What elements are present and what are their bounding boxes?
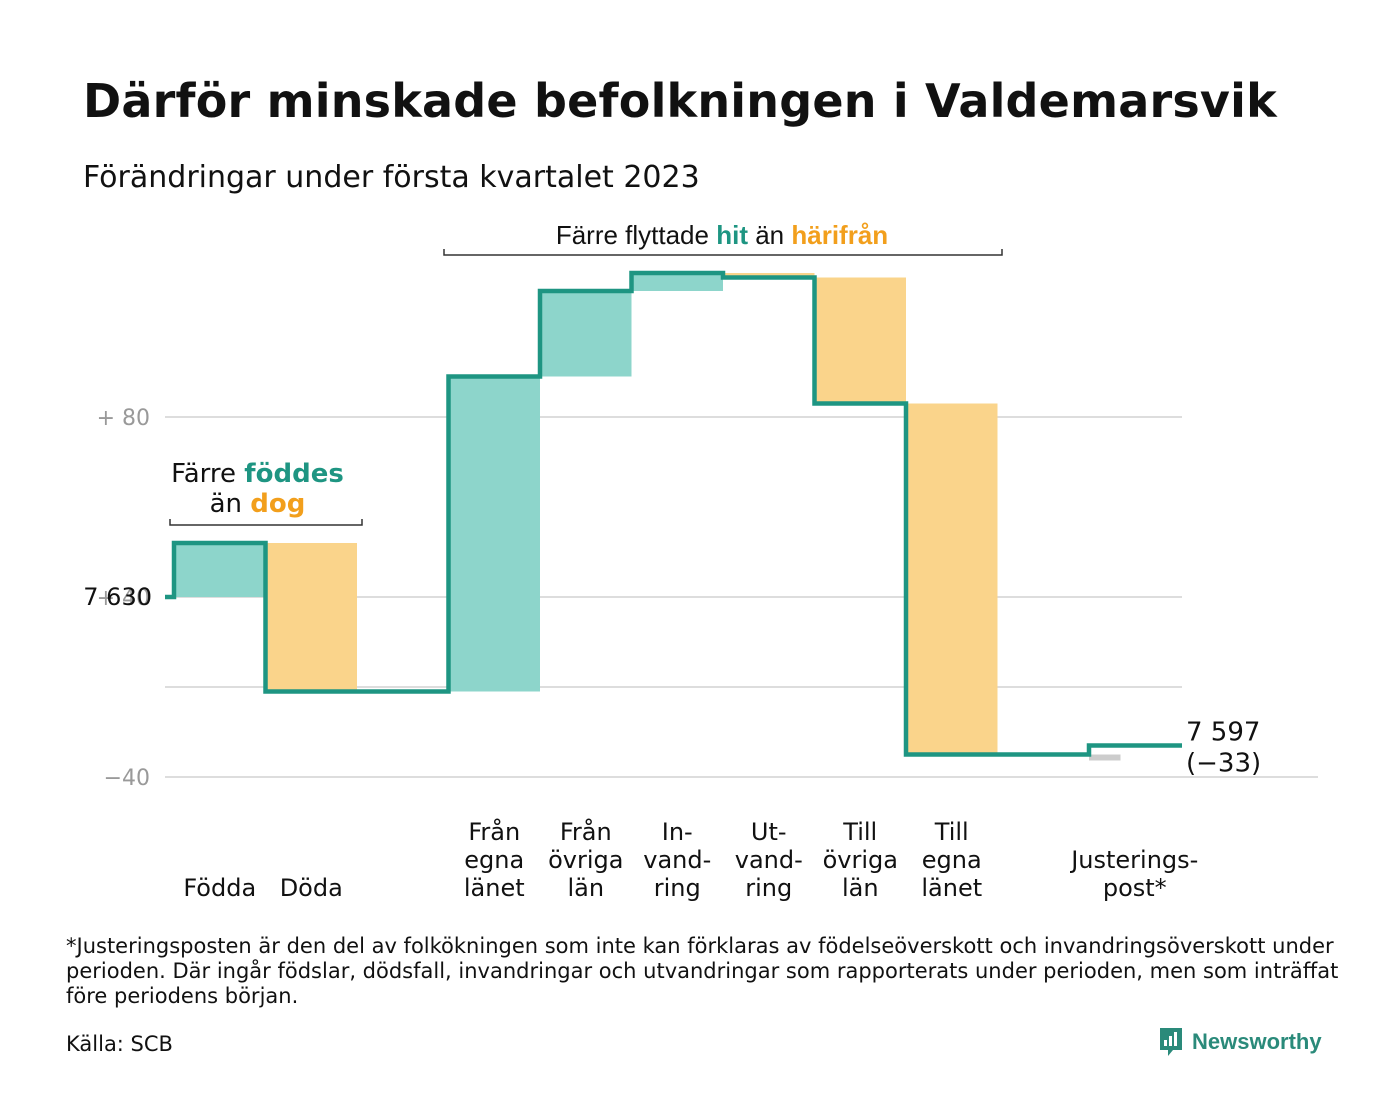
waterfall-bar: [906, 403, 998, 755]
waterfall-bar: [265, 543, 357, 692]
y-tick-label: + 40: [97, 586, 150, 611]
category-label: län: [842, 874, 879, 902]
births-annotation-line1: Färre föddes: [171, 459, 344, 489]
brand-name: Newsworthy: [1192, 1029, 1322, 1054]
chart-subtitle: Förändringar under första kvartalet 2023: [83, 160, 700, 195]
population-step-line: [165, 270, 1182, 757]
category-label: egna: [922, 846, 982, 874]
y-tick-label: + 80: [97, 406, 150, 431]
category-label: länet: [464, 874, 525, 902]
category-label: Ut-: [751, 818, 787, 846]
source-note: Källa: SCB: [66, 1032, 173, 1056]
waterfall-bar: [540, 291, 632, 377]
waterfall-bar: [1089, 754, 1121, 761]
category-label: Till: [842, 818, 877, 846]
category-label: Födda: [183, 874, 256, 902]
category-label: In-: [662, 818, 693, 846]
category-label: egna: [464, 846, 524, 874]
category-label: län: [567, 874, 604, 902]
category-label: vand-: [735, 846, 803, 874]
category-label: ring: [654, 874, 701, 902]
start-value-label: 7 630: [83, 583, 152, 611]
category-label: Från: [468, 817, 520, 846]
migration-annotation: Färre flyttade hit än härifrån: [556, 220, 888, 250]
births-annotation-line2: än dog: [210, 489, 306, 519]
category-label: post*: [1103, 874, 1167, 902]
footnote: *Justeringsposten är den del av folkökni…: [66, 934, 1339, 1008]
category-label: Döda: [280, 874, 343, 902]
births-bracket: [169, 519, 363, 526]
waterfall-bar: [174, 543, 266, 597]
end-value-label: 7 597: [1186, 718, 1260, 748]
category-label: övriga: [823, 846, 898, 874]
end-change-label: (−33): [1186, 749, 1261, 779]
category-label: vand-: [643, 846, 711, 874]
chart-title: Därför minskade befolkningen i Valdemars…: [83, 74, 1277, 128]
category-label: Till: [934, 818, 969, 846]
category-label: övriga: [548, 846, 623, 874]
waterfall-bar: [814, 277, 906, 404]
step-line-group: [165, 270, 1182, 757]
category-label: länet: [921, 874, 982, 902]
category-label: Justerings-: [1069, 846, 1198, 874]
waterfall-bars: [174, 273, 1121, 761]
brand: Newsworthy: [1158, 1026, 1322, 1058]
waterfall-bar: [448, 376, 540, 692]
newsworthy-logo-icon: [1160, 1028, 1182, 1056]
grid-lines: [165, 416, 1318, 778]
waterfall-bar: [631, 273, 723, 291]
y-tick-label: −40: [104, 766, 150, 791]
migration-bracket: [443, 249, 1003, 256]
category-label: ring: [745, 874, 792, 902]
category-label: Från: [560, 817, 612, 846]
